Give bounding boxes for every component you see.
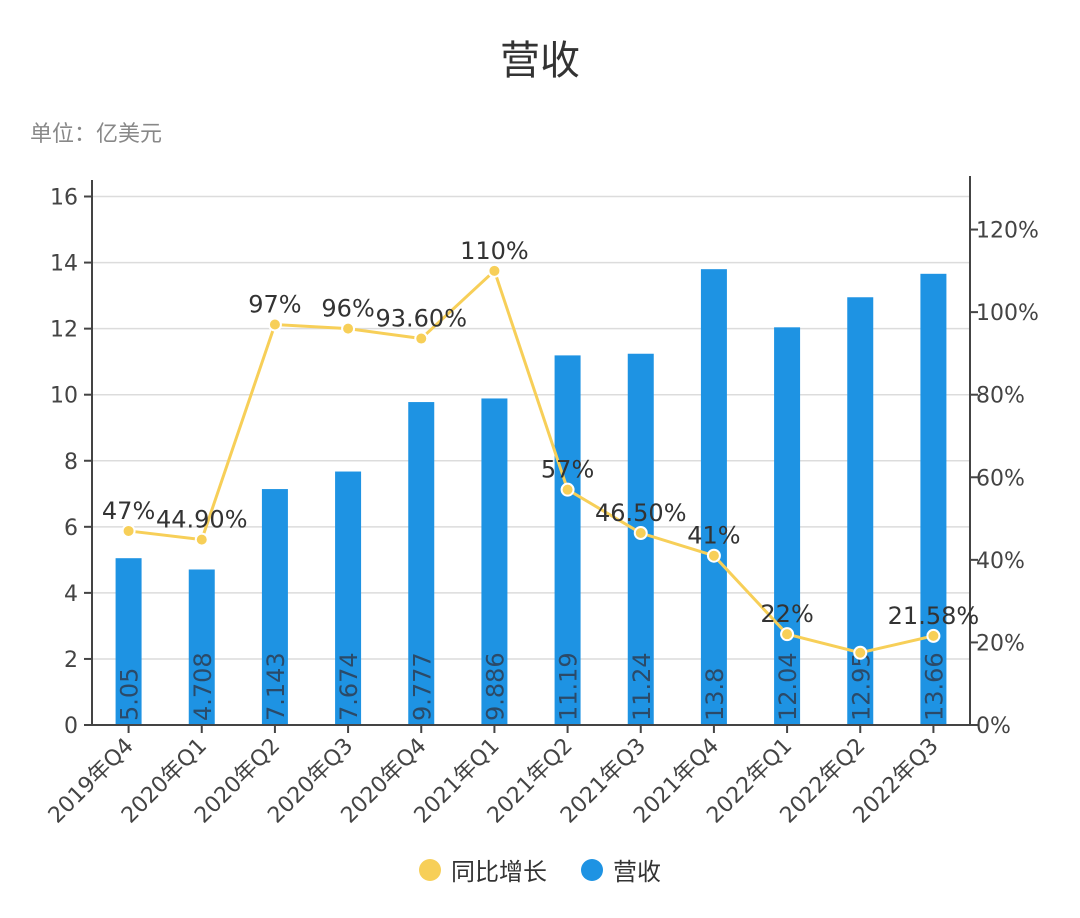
line-value-label: 21.58% bbox=[888, 602, 980, 630]
line-path bbox=[128, 268, 934, 655]
line-point bbox=[121, 523, 136, 538]
line-point bbox=[560, 482, 575, 497]
y-tick-label: 14 bbox=[50, 252, 78, 277]
bar bbox=[700, 269, 727, 725]
bar bbox=[774, 327, 801, 725]
y2-tick-label: 100% bbox=[976, 301, 1039, 326]
line-point bbox=[780, 627, 795, 642]
legend: 同比增长 营收 bbox=[0, 852, 1080, 887]
y-tick-label: 16 bbox=[50, 186, 78, 211]
line-point bbox=[926, 628, 941, 643]
bar-value-label: 5.05 bbox=[116, 668, 144, 721]
bar-series bbox=[115, 269, 947, 725]
line-point bbox=[341, 321, 356, 336]
line-value-label: 96% bbox=[321, 295, 374, 323]
category-labels: 2019年Q42020年Q12020年Q22020年Q32020年Q42021年… bbox=[44, 725, 944, 829]
y-tick-label: 12 bbox=[50, 318, 78, 343]
line-value-label: 41% bbox=[687, 522, 740, 550]
line-value-label: 47% bbox=[102, 497, 155, 525]
bar bbox=[335, 471, 362, 725]
legend-dot-icon bbox=[419, 858, 441, 881]
legend-item-growth[interactable]: 同比增长 bbox=[419, 852, 547, 887]
chart-title: 营收 bbox=[500, 38, 580, 84]
bar-value-label: 11.24 bbox=[628, 652, 656, 721]
y2-tick-label: 40% bbox=[976, 549, 1025, 574]
unit-label: 单位：亿美元 bbox=[30, 122, 163, 147]
bar-value-label: 7.674 bbox=[335, 652, 363, 721]
axes bbox=[91, 176, 971, 726]
y-tick-label: 4 bbox=[64, 582, 78, 607]
y-tick-label: 6 bbox=[64, 516, 78, 541]
bar bbox=[261, 489, 288, 725]
line-value-label: 110% bbox=[460, 237, 529, 265]
y-tick-label: 0 bbox=[64, 714, 78, 739]
y2-tick-label: 80% bbox=[976, 384, 1025, 409]
y-tick-label: 2 bbox=[64, 648, 78, 673]
bar-value-label: 7.143 bbox=[262, 652, 290, 721]
line-point bbox=[633, 526, 648, 541]
left-axis-ticks: 0 2 4 6 8 10 12 14 16 bbox=[50, 186, 92, 739]
bar-value-label: 9.777 bbox=[408, 652, 436, 721]
bar bbox=[554, 355, 581, 725]
line-point bbox=[706, 548, 721, 563]
grid-lines bbox=[92, 195, 970, 660]
bar-value-label: 4.708 bbox=[189, 652, 217, 721]
bar-value-label: 13.66 bbox=[920, 652, 948, 721]
line-value-labels: 47% 44.90% 97% 96% 93.60% 110% 57%46.50%41% 22%… bbox=[102, 237, 979, 630]
line-point bbox=[194, 532, 209, 547]
bar bbox=[408, 402, 435, 725]
bar bbox=[920, 273, 947, 725]
line-value-label: 97% bbox=[248, 291, 301, 319]
line-point bbox=[853, 645, 868, 660]
y2-tick-label: 0% bbox=[976, 714, 1011, 739]
line-value-label: 57% bbox=[541, 456, 594, 484]
bar-value-label: 12.04 bbox=[774, 652, 802, 721]
legend-dot-icon bbox=[581, 858, 603, 881]
y-tick-label: 8 bbox=[64, 450, 78, 475]
right-axis-ticks: 0% 20% 40% 60% 80% 100% 120% bbox=[970, 219, 1039, 739]
bar-value-label: 11.19 bbox=[555, 652, 583, 721]
bar-value-label: 13.8 bbox=[701, 668, 729, 721]
line-value-label: 44.90% bbox=[156, 506, 248, 534]
bar-value-label: 9.886 bbox=[481, 652, 509, 721]
legend-label: 营收 bbox=[613, 858, 661, 886]
line-series bbox=[121, 263, 941, 660]
line-value-label: 46.50% bbox=[595, 499, 687, 527]
legend-item-revenue[interactable]: 营收 bbox=[581, 852, 661, 887]
y2-tick-label: 120% bbox=[976, 219, 1039, 244]
bar bbox=[115, 558, 142, 725]
line-point bbox=[267, 317, 282, 332]
bar bbox=[481, 398, 508, 725]
y-tick-label: 10 bbox=[50, 384, 78, 409]
line-point bbox=[487, 263, 502, 278]
line-value-label: 22% bbox=[760, 600, 813, 628]
line-value-label: 93.60% bbox=[375, 305, 467, 333]
legend-label: 同比增长 bbox=[451, 858, 547, 886]
bar bbox=[188, 569, 215, 725]
y2-tick-label: 20% bbox=[976, 631, 1025, 656]
line-point bbox=[414, 331, 429, 346]
y2-tick-label: 60% bbox=[976, 466, 1025, 491]
bar-value-labels: 5.05 4.708 7.143 7.674 9.777 9.886 11.19 11.24 1… bbox=[116, 652, 949, 721]
bar-value-label: 12.95 bbox=[847, 652, 875, 721]
